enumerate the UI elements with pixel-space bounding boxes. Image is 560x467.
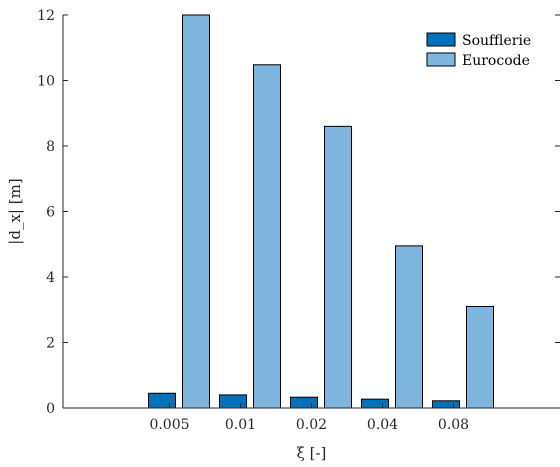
bars-group	[148, 14, 494, 409]
x-tick-label: 0.005	[149, 417, 189, 433]
bar-soufflerie-0.02	[290, 396, 318, 409]
bar-soufflerie-0.04	[361, 398, 389, 409]
legend-swatch-soufflerie	[426, 32, 456, 47]
bar-soufflerie-0.005	[148, 392, 176, 409]
bar-eurocode-0.01	[253, 64, 281, 409]
x-tick-label: 0.08	[438, 417, 469, 433]
x-tick-label: 0.01	[225, 417, 256, 433]
bar-soufflerie-0.08	[432, 400, 460, 409]
x-axis-label: ξ [-]	[297, 444, 327, 462]
bar-eurocode-0.02	[324, 125, 352, 409]
legend-label-soufflerie: Soufflerie	[462, 33, 531, 49]
y-tick-label: 12	[37, 8, 55, 24]
legend: Soufflerie Eurocode	[426, 32, 531, 69]
y-tick-label: 8	[46, 139, 55, 155]
y-tick-label: 2	[46, 336, 55, 352]
bar-soufflerie-0.01	[219, 394, 247, 409]
y-tick-label: 4	[46, 270, 55, 286]
x-tick-label: 0.02	[296, 417, 327, 433]
legend-swatch-eurocode	[426, 52, 456, 67]
bar-eurocode-0.08	[466, 305, 494, 409]
y-tick-label: 10	[37, 74, 55, 90]
x-tick-label: 0.04	[367, 417, 398, 433]
legend-label-eurocode: Eurocode	[462, 53, 530, 69]
y-tick-label: 0	[46, 401, 55, 417]
bar-eurocode-0.04	[395, 245, 423, 409]
y-tick-label: 6	[46, 205, 55, 221]
y-axis-label: |d_x| [m]	[6, 178, 24, 244]
ticks-group: 0 2 4 6 8 10 12 0.005 0.01 0.02 0.04 0.08	[37, 8, 560, 433]
bar-eurocode-0.005	[182, 14, 210, 409]
